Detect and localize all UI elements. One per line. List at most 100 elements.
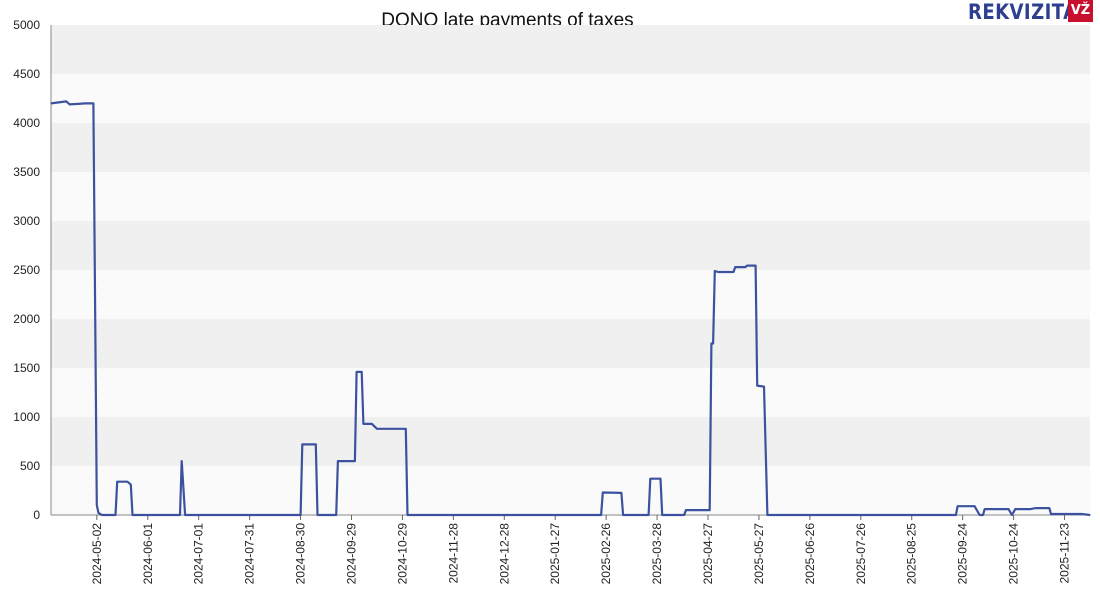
x-tick-label: 2024-07-31 — [243, 523, 257, 585]
x-tick-label: 2025-06-26 — [803, 523, 817, 585]
data-point — [1011, 514, 1013, 516]
data-point — [69, 103, 71, 105]
data-point — [661, 514, 663, 516]
y-tick-label: 5000 — [13, 18, 40, 32]
data-point — [756, 385, 758, 387]
data-point — [648, 514, 650, 516]
y-tick-label: 2500 — [13, 263, 40, 277]
grid-band — [51, 221, 1090, 270]
y-tick-label: 1500 — [13, 361, 40, 375]
grid-band — [51, 74, 1090, 123]
data-point — [126, 481, 128, 483]
data-point — [65, 100, 67, 102]
x-tick-label: 2024-06-01 — [141, 523, 155, 585]
data-point — [130, 484, 132, 486]
y-tick-label: 2000 — [13, 312, 40, 326]
data-point — [181, 460, 183, 462]
data-point — [955, 514, 957, 516]
data-point — [131, 514, 134, 516]
data-point — [712, 342, 714, 345]
data-point — [315, 443, 317, 445]
data-point — [746, 265, 748, 267]
grid-band — [51, 319, 1090, 368]
data-point — [755, 265, 757, 267]
data-point — [354, 460, 356, 462]
data-point — [114, 514, 117, 516]
data-point — [406, 514, 409, 516]
grid-band — [51, 417, 1090, 466]
data-point — [600, 514, 602, 516]
data-point — [683, 514, 685, 516]
data-point — [77, 103, 79, 105]
data-point — [732, 271, 735, 273]
logo-text: REKVIZITAI — [968, 0, 1085, 24]
data-point — [405, 428, 407, 430]
data-point — [116, 481, 118, 483]
data-point — [710, 342, 713, 345]
grid-bands — [51, 25, 1090, 515]
grid-band — [51, 25, 1090, 74]
y-tick-label: 4500 — [13, 67, 40, 81]
y-tick-label: 500 — [20, 459, 40, 473]
rekvizitai-logo[interactable]: REKVIZITAI VŽ — [968, 0, 1100, 24]
data-point — [1014, 508, 1016, 510]
x-tick-label: 2025-05-27 — [752, 523, 766, 585]
grid-band — [51, 123, 1090, 172]
x-tick-label: 2025-03-28 — [650, 523, 664, 585]
x-tick-label: 2025-09-24 — [956, 523, 970, 585]
grid-band — [51, 172, 1090, 221]
data-point — [974, 505, 976, 507]
data-point — [1030, 508, 1032, 510]
grid-band — [51, 270, 1090, 319]
data-point — [984, 508, 986, 510]
data-point — [766, 514, 769, 516]
series-layer — [50, 100, 1091, 517]
x-tick-label: 2024-05-02 — [90, 523, 104, 585]
data-point — [179, 514, 181, 516]
data-point — [763, 386, 765, 388]
data-point — [734, 266, 736, 268]
data-point — [84, 102, 86, 104]
logo-badge: VŽ — [1068, 0, 1093, 22]
y-tick-label: 1000 — [13, 410, 40, 424]
data-point — [602, 491, 604, 494]
x-tick-label: 2024-08-30 — [294, 523, 308, 585]
x-tick-label: 2025-07-26 — [854, 523, 868, 585]
x-tick-label: 2024-09-29 — [344, 523, 358, 585]
data-point — [982, 514, 984, 516]
data-point — [685, 509, 687, 511]
data-point — [1080, 513, 1083, 515]
x-tick-label: 2025-10-24 — [1007, 523, 1021, 585]
data-point — [979, 514, 981, 516]
data-point — [1050, 513, 1052, 515]
grid-band — [51, 368, 1090, 417]
y-tick-label: 3500 — [13, 165, 40, 179]
x-tick-label: 2025-08-25 — [905, 523, 919, 585]
x-tick-label: 2024-11-28 — [446, 523, 460, 584]
data-point — [622, 514, 624, 516]
x-tick-label: 2025-01-27 — [548, 523, 562, 585]
data-point — [184, 514, 186, 516]
data-point — [337, 460, 339, 462]
data-point — [371, 423, 373, 425]
data-point — [1007, 508, 1010, 510]
grid-band — [51, 466, 1090, 515]
data-point — [316, 514, 319, 516]
y-axis: 0 500 1000 1500 2000 2500 3000 3500 4000 4500 5000 — [13, 18, 52, 522]
data-point — [709, 509, 711, 511]
data-point — [717, 271, 719, 273]
y-tick-label: 0 — [33, 508, 40, 522]
data-point — [92, 102, 94, 104]
data-point — [376, 428, 378, 430]
data-point — [649, 478, 651, 480]
data-point — [356, 371, 358, 373]
x-tick-label: 2025-11-23 — [1058, 523, 1072, 584]
y-tick-label: 3000 — [13, 214, 40, 228]
data-point — [101, 514, 103, 516]
x-tick-label: 2025-02-26 — [599, 523, 613, 585]
y-tick-label: 4000 — [13, 116, 40, 130]
x-tick-label: 2024-10-29 — [395, 523, 409, 585]
data-point — [714, 270, 716, 272]
data-point — [361, 371, 363, 373]
